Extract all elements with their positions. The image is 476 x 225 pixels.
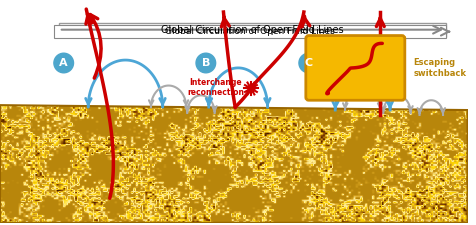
FancyBboxPatch shape [54, 25, 445, 38]
Circle shape [298, 53, 318, 73]
Text: Interchange
reconnection: Interchange reconnection [187, 78, 244, 97]
Text: C: C [304, 58, 312, 68]
FancyBboxPatch shape [305, 36, 404, 100]
Text: Escaping
switchback: Escaping switchback [413, 58, 466, 78]
Circle shape [54, 53, 73, 73]
Text: A: A [60, 58, 68, 68]
FancyBboxPatch shape [59, 23, 445, 36]
Circle shape [196, 53, 215, 73]
Text: Global Circulation of Open Field Lines: Global Circulation of Open Field Lines [160, 25, 343, 35]
Text: Global Circulation of Open Field Lines: Global Circulation of Open Field Lines [165, 27, 334, 36]
Text: B: B [201, 58, 209, 68]
